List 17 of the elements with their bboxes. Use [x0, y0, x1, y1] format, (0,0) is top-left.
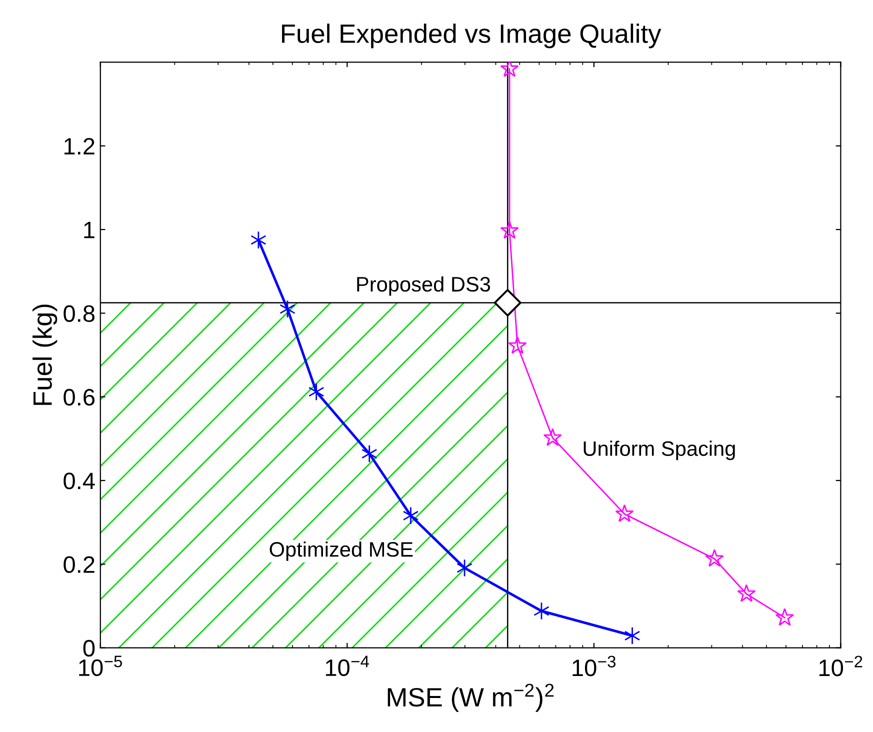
x-tick-label: 10$^{−4}$: [326, 656, 369, 676]
y-tick-label: 0: [83, 640, 95, 657]
y-tick-label: 0.2: [64, 556, 94, 573]
series-label: Optimized MSE: [270, 541, 413, 561]
y-tick-label: 1.2: [64, 138, 94, 154]
y-tick-label: 0.4: [64, 472, 95, 490]
y-tick-label: 1: [84, 222, 94, 238]
x-axis-title: MSE (W m$^{−2}$)$^{2}$: [388, 684, 554, 712]
y-tick-label: 0.8: [64, 305, 95, 322]
y-axis-title: Fuel (kg): [32, 304, 58, 405]
annotation: Proposed DS3: [357, 276, 490, 296]
x-tick-label: 10$^{−3}$: [572, 656, 616, 676]
series-label: Uniform Spacing: [584, 440, 735, 460]
x-tick-label: 10$^{−2}$: [819, 656, 862, 676]
x-tick-label: 10$^{−5}$: [79, 656, 122, 676]
y-tick-label: 0.6: [64, 388, 94, 406]
chart-title: Fuel Expended vs Image Quality: [282, 24, 662, 48]
